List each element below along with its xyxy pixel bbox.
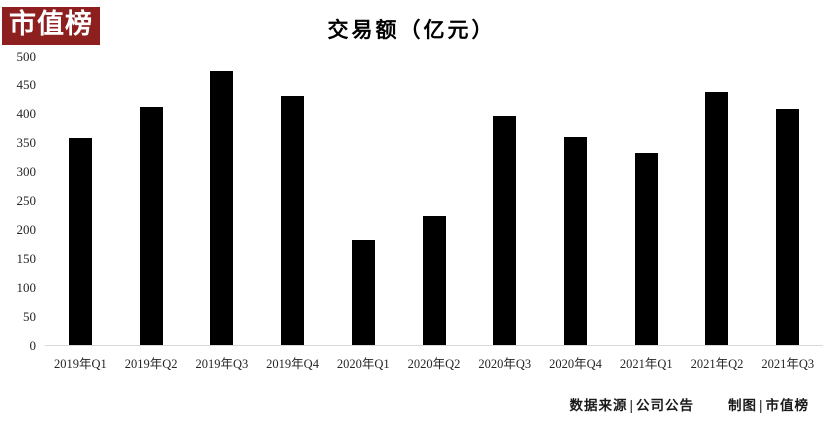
x-tick-label: 2020年Q1 — [336, 357, 390, 371]
bar — [281, 96, 305, 345]
x-tick-label: 2020年Q4 — [549, 357, 602, 371]
footer-source-value: 公司公告 — [635, 398, 694, 413]
footer-maker: 制图 | 市值榜 — [728, 394, 809, 414]
x-tick-label: 2021年Q2 — [690, 357, 744, 371]
bar — [493, 116, 517, 345]
x-tick-label: 2019年Q4 — [266, 357, 319, 371]
x-tick-label: 2019年Q2 — [124, 357, 178, 371]
bar — [422, 215, 446, 345]
bar — [563, 136, 587, 345]
brand-logo: 市值榜 — [2, 7, 100, 45]
bar — [68, 138, 92, 345]
footer-maker-value: 市值榜 — [765, 398, 809, 413]
y-tick-label: 350 — [16, 135, 37, 151]
y-tick-label: 150 — [16, 250, 37, 266]
bar — [139, 106, 163, 345]
x-tick-label: 2019年Q1 — [53, 357, 107, 371]
y-tick-label: 200 — [16, 221, 37, 237]
x-tick-label: 2019年Q3 — [195, 357, 249, 371]
bar — [210, 71, 234, 345]
footer-separator: | — [629, 398, 634, 413]
x-tick-label: 2020年Q3 — [478, 357, 532, 371]
footer-source-label: 数据来源 — [569, 398, 628, 413]
y-tick-label: 100 — [16, 279, 37, 295]
x-tick-label: 2021年Q3 — [761, 357, 815, 371]
bar — [351, 239, 375, 345]
bar — [634, 153, 658, 345]
bar — [776, 108, 800, 345]
bar — [705, 91, 729, 345]
y-tick-label: 50 — [23, 308, 36, 324]
y-tick-label: 500 — [16, 48, 37, 64]
y-tick-label: 250 — [16, 193, 37, 208]
x-tick-label: 2020年Q2 — [407, 357, 461, 371]
footer-separator: | — [758, 398, 764, 413]
plot-area — [45, 56, 823, 346]
x-tick-label: 2021年Q1 — [619, 357, 673, 371]
y-tick-label: 400 — [16, 106, 37, 122]
footer-maker-label: 制图 — [727, 398, 757, 413]
footer-source: 数据来源 | 公司公告 — [569, 394, 694, 414]
y-tick-label: 450 — [16, 77, 37, 93]
y-tick-label: 300 — [16, 164, 37, 180]
y-tick-label: 0 — [29, 337, 37, 353]
footer: 数据来源 | 公司公告 制图 | 市值榜 — [569, 394, 809, 414]
x-axis: 2019年Q1 2019年Q2 2019年Q3 2019年Q4 2020年Q1 2020年… — [45, 353, 823, 372]
chart-title: 交易额（亿元） — [327, 19, 496, 42]
